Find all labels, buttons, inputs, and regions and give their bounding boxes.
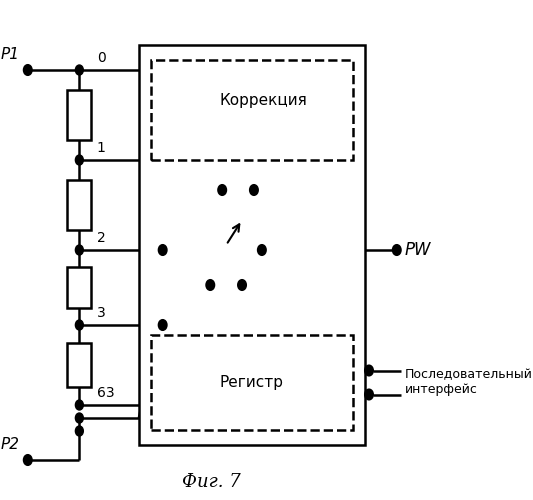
Text: 1: 1 [97, 141, 106, 155]
Circle shape [365, 366, 373, 376]
Text: 3: 3 [97, 306, 106, 320]
Circle shape [258, 245, 266, 255]
Text: 63: 63 [97, 386, 115, 400]
Text: 0: 0 [97, 51, 106, 65]
Circle shape [75, 413, 83, 423]
Bar [68, 180, 91, 230]
Circle shape [159, 245, 167, 255]
Circle shape [24, 455, 32, 465]
Circle shape [75, 245, 83, 255]
Text: Последовательный
интерфейс: Последовательный интерфейс [405, 368, 532, 396]
Bar [68, 343, 91, 387]
Circle shape [238, 280, 246, 290]
Bar [68, 90, 91, 140]
Text: 2: 2 [97, 231, 106, 245]
Circle shape [24, 65, 32, 75]
Text: PW: PW [405, 241, 431, 259]
Circle shape [206, 280, 214, 290]
Circle shape [75, 320, 83, 330]
Circle shape [75, 155, 83, 165]
Bar [139, 45, 365, 445]
Text: Коррекция: Коррекция [220, 92, 308, 108]
Circle shape [75, 400, 83, 410]
Bar [151, 60, 353, 160]
Circle shape [218, 185, 226, 195]
Bar [68, 267, 91, 308]
Text: Фиг. 7: Фиг. 7 [182, 473, 240, 491]
Text: P2: P2 [1, 437, 20, 452]
Circle shape [75, 65, 83, 75]
Text: P1: P1 [1, 47, 20, 62]
Circle shape [75, 426, 83, 436]
Text: Регистр: Регистр [220, 375, 284, 390]
Circle shape [159, 320, 167, 330]
Circle shape [393, 245, 401, 255]
Bar [151, 335, 353, 430]
Circle shape [250, 185, 258, 195]
Circle shape [365, 390, 373, 400]
